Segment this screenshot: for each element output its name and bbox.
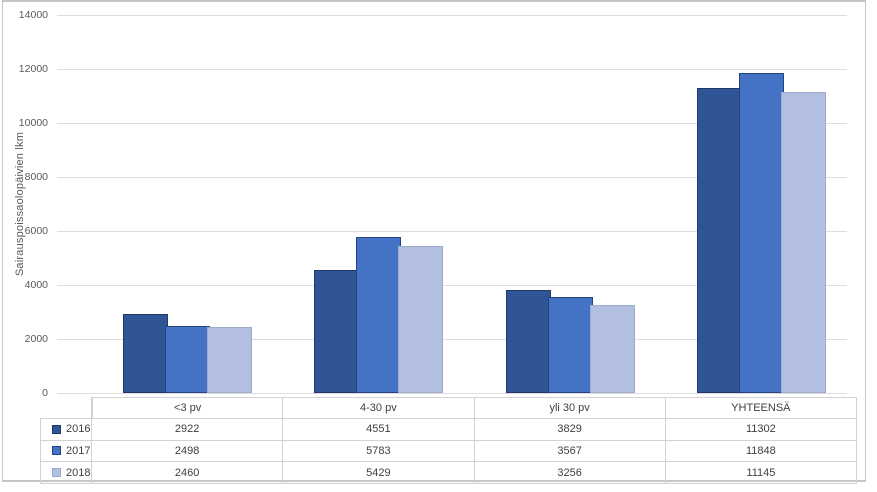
bar-2016 <box>123 314 169 393</box>
bar-2016 <box>314 270 360 393</box>
legend-cell-2018: 2018 <box>40 462 92 484</box>
category-header-cell: 4-30 pv <box>283 397 475 419</box>
legend-label: 2017 <box>66 444 91 457</box>
value-cell: 11302 <box>665 418 857 441</box>
category-header-cell: <3 pv <box>92 397 284 419</box>
value-cell: 2498 <box>92 440 284 463</box>
gridline <box>57 123 847 124</box>
y-tick-label: 14000 <box>18 9 48 21</box>
legend-label: 2016 <box>66 423 91 436</box>
y-tick-label: 0 <box>42 387 48 399</box>
y-tick-label: 10000 <box>18 117 48 129</box>
data-table: <3 pv 4-30 pv yli 30 pv YHTEENSÄ 2016 2922 455… <box>40 397 857 484</box>
bar-2017 <box>547 297 593 393</box>
y-tick-label: 8000 <box>24 171 48 183</box>
gridline <box>57 285 847 286</box>
table-corner-cell <box>40 397 92 419</box>
y-tick-label: 4000 <box>24 279 48 291</box>
gridline <box>57 177 847 178</box>
legend-label: 2018 <box>66 466 91 479</box>
bar-group <box>696 15 826 393</box>
value-cell: 11848 <box>665 440 857 463</box>
bar-group <box>123 15 253 393</box>
bar-group <box>314 15 444 393</box>
legend-cell-2017: 2017 <box>40 440 92 463</box>
legend-cell-2016: 2016 <box>40 418 92 441</box>
y-tick-label: 6000 <box>24 225 48 237</box>
value-cell: 4551 <box>283 418 475 441</box>
value-cell: 3256 <box>474 462 666 484</box>
legend-key-2017-icon <box>52 446 61 456</box>
legend-key-2016-icon <box>52 424 61 434</box>
value-cell: 2922 <box>92 418 284 441</box>
value-cell: 5429 <box>283 462 475 484</box>
bar-2017 <box>165 326 211 393</box>
value-cell: 2460 <box>92 462 284 484</box>
gridline <box>57 69 847 70</box>
y-tick-label: 2000 <box>24 333 48 345</box>
y-tick-label: 12000 <box>18 63 48 75</box>
gridline <box>57 393 847 394</box>
value-cell: 3829 <box>474 418 666 441</box>
value-cell: 3567 <box>474 440 666 463</box>
category-header-cell: yli 30 pv <box>474 397 666 419</box>
y-axis-title: Sairauspoissaolopäivien lkm <box>14 131 26 277</box>
value-cell: 11145 <box>665 462 857 484</box>
bar-2016 <box>696 88 742 393</box>
bar-2017 <box>356 237 402 393</box>
plot-area <box>57 15 847 394</box>
gridline <box>57 15 847 16</box>
bar-2018 <box>398 246 444 393</box>
gridline <box>57 339 847 340</box>
category-header-cell: YHTEENSÄ <box>665 397 857 419</box>
bar-2018 <box>589 305 635 393</box>
bar-2016 <box>505 290 551 393</box>
bar-2018 <box>780 92 826 393</box>
value-cell: 5783 <box>283 440 475 463</box>
gridline <box>57 231 847 232</box>
bar-group <box>505 15 635 393</box>
bar-2018 <box>207 327 253 393</box>
legend-key-2018-icon <box>52 468 61 478</box>
bar-2017 <box>738 73 784 393</box>
